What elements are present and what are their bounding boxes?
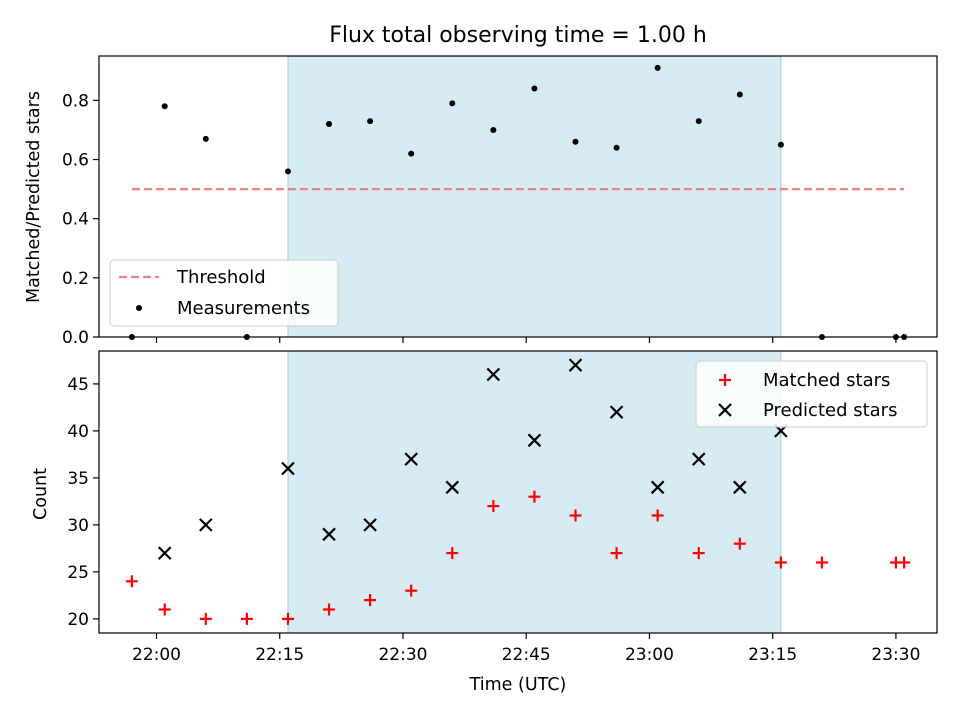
x-tick-label: 22:00 — [132, 645, 181, 665]
measurement-point — [736, 91, 743, 98]
x-tick-label: 22:30 — [378, 645, 427, 665]
top-observing-window — [287, 55, 782, 338]
top-axes-frame — [98, 55, 938, 338]
x-tick-label: 23:00 — [625, 645, 674, 665]
bottom-axes-frame — [98, 350, 938, 634]
top-y-ticks: 0.0 0.2 0.4 0.6 0.8 — [62, 91, 99, 348]
matched-star-point — [815, 556, 828, 569]
measurement-point — [777, 141, 784, 148]
measurement-point — [202, 135, 209, 142]
count-panel: 20 25 30 35 40 45 22:00 22:15 22:30 22:45 23:00 23… — [31, 350, 938, 695]
top-y-tick-label: 0.4 — [62, 210, 89, 230]
matched-star-point — [446, 547, 459, 560]
bottom-y-ticks: 20 25 30 35 40 45 — [67, 375, 99, 630]
predicted-star-point — [733, 480, 747, 495]
measurement-point — [408, 150, 415, 157]
top-y-tick-label: 0.0 — [62, 328, 89, 348]
bottom-y-tick-label: 45 — [67, 375, 89, 395]
matched-star-point — [610, 547, 623, 560]
matched-star-point — [158, 603, 171, 616]
bottom-y-tick-label: 30 — [67, 516, 89, 536]
measurement-point — [367, 118, 374, 125]
measurement-point — [326, 121, 333, 128]
measurement-point — [490, 126, 497, 133]
matched-star-point — [240, 612, 253, 625]
matched-star-point — [774, 556, 787, 569]
measurement-point — [161, 103, 168, 110]
matched-star-point — [733, 537, 746, 550]
matched-star-point — [364, 594, 377, 607]
measurement-point — [654, 64, 661, 71]
predicted-star-point — [691, 452, 706, 466]
measurement-point — [449, 100, 456, 107]
predicted-star-point — [568, 358, 583, 372]
bottom-legend: Matched stars Predicted stars — [695, 360, 928, 428]
bottom-y-tick-label: 25 — [67, 563, 89, 583]
x-tick-label: 23:30 — [871, 645, 920, 665]
matched-star-point — [651, 509, 664, 522]
top-y-tick-label: 0.6 — [62, 151, 89, 171]
chart-title: Flux total observing time = 1.00 h — [329, 23, 707, 48]
measurement-point — [695, 118, 702, 125]
bottom-legend-box — [695, 360, 928, 428]
predicted-star-point — [363, 518, 377, 532]
measurement-point — [531, 85, 538, 92]
legend-predicted-swatch — [718, 403, 732, 417]
predicted-star-point — [322, 527, 336, 542]
matched-star-point — [199, 612, 212, 625]
matched-star-point — [281, 612, 294, 625]
legend-matched-label: Matched stars — [763, 370, 890, 391]
count-points — [125, 358, 911, 625]
measurement-point — [284, 168, 291, 175]
predicted-star-point — [281, 461, 295, 476]
legend-threshold-label: Threshold — [176, 267, 266, 288]
top-legend-box — [109, 259, 339, 327]
top-y-tick-label: 0.2 — [62, 269, 89, 289]
bottom-y-tick-label: 20 — [67, 610, 89, 630]
matched-star-point — [405, 584, 418, 597]
predicted-star-point — [486, 367, 501, 382]
predicted-star-point — [650, 480, 665, 495]
legend-measurements-label: Measurements — [177, 298, 310, 319]
predicted-star-point — [609, 405, 624, 419]
top-y-axis-label: Matched/Predicted stars — [24, 91, 44, 303]
matched-star-point — [692, 547, 705, 560]
matched-star-point — [898, 556, 911, 569]
x-tick-label: 23:15 — [748, 645, 797, 665]
bottom-y-tick-label: 35 — [67, 469, 89, 489]
matched-star-point — [569, 509, 582, 522]
matched-star-point — [487, 500, 500, 513]
predicted-star-point — [199, 518, 213, 532]
legend-measurements-swatch — [136, 305, 142, 311]
matched-star-point — [125, 575, 138, 588]
x-axis-label: Time (UTC) — [469, 675, 567, 695]
legend-predicted-label: Predicted stars — [763, 400, 897, 421]
matched-star-point — [323, 603, 336, 616]
legend-matched-swatch — [719, 374, 731, 386]
measurement-point — [613, 144, 620, 151]
x-tick-label: 22:45 — [502, 645, 551, 665]
x-tick-label: 22:15 — [255, 645, 304, 665]
bottom-y-tick-label: 40 — [67, 422, 89, 442]
bottom-x-ticks: 22:00 22:15 22:30 22:45 23:00 23:15 23:30 — [132, 633, 920, 665]
top-x-ticks — [155, 337, 897, 343]
predicted-star-point — [157, 546, 172, 560]
bottom-y-axis-label: Count — [31, 468, 51, 520]
predicted-star-point — [527, 433, 542, 448]
measurement-point — [572, 138, 579, 145]
top-y-tick-label: 0.8 — [62, 91, 89, 111]
predicted-star-point — [445, 480, 460, 495]
matched-star-point — [528, 490, 541, 503]
top-legend: Threshold Measurements — [109, 259, 339, 327]
predicted-star-point — [404, 452, 418, 466]
measurement-points — [128, 64, 908, 340]
ratio-panel: 0.00.20.40.60.8 Matched/Predicted stars … — [24, 55, 938, 348]
